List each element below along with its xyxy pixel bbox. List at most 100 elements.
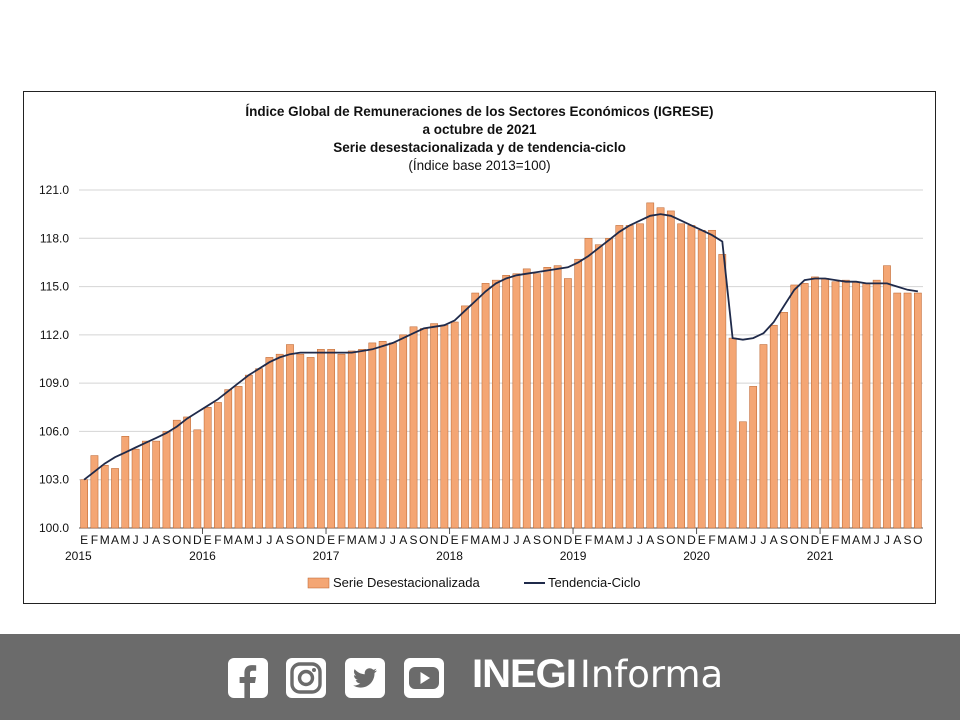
legend-label-line: Tendencia-Ciclo (548, 575, 641, 590)
month-tick-label: F (708, 533, 715, 547)
month-tick-label: S (904, 533, 912, 547)
data-bar (203, 407, 212, 529)
month-tick-label: J (760, 533, 766, 547)
month-tick-label: M (470, 533, 480, 547)
data-bar (594, 244, 603, 529)
data-bar (831, 281, 840, 529)
data-bar (625, 225, 634, 529)
month-tick-label: E (204, 533, 212, 547)
month-tick-label: A (276, 533, 284, 547)
twitter-icon[interactable] (345, 658, 385, 698)
data-bar (893, 292, 902, 529)
month-tick-label: A (235, 533, 243, 547)
data-bar (512, 273, 521, 529)
data-bar (358, 349, 366, 529)
year-label: 2017 (313, 549, 340, 563)
data-bar (430, 323, 438, 529)
data-bar (903, 292, 912, 529)
month-tick-label: J (513, 533, 519, 547)
month-tick-label: S (780, 533, 788, 547)
month-tick-label: J (750, 533, 756, 547)
data-bar (286, 344, 294, 529)
y-tick-label: 103.0 (39, 473, 69, 487)
month-tick-label: F (461, 533, 468, 547)
data-bar (883, 265, 891, 529)
data-bar (214, 402, 222, 529)
month-tick-label: S (657, 533, 665, 547)
month-tick-label: J (627, 533, 633, 547)
inegi-informa-logo[interactable]: INEGI Informa (472, 652, 723, 702)
month-tick-label: J (503, 533, 509, 547)
data-bar (471, 292, 480, 529)
month-tick-label: A (729, 533, 737, 547)
data-bar (872, 279, 881, 529)
data-bar (172, 419, 181, 529)
chart-title-line-3: Serie desestacionalizada y de tendencia-… (333, 140, 626, 155)
data-bar (821, 278, 830, 529)
month-tick-label: A (358, 533, 366, 547)
month-tick-label: S (286, 533, 294, 547)
data-bar (193, 429, 202, 529)
month-tick-label: A (399, 533, 407, 547)
month-tick-label: S (533, 533, 541, 547)
chart-title-line-4: (Índice base 2013=100) (408, 158, 551, 173)
month-tick-label: F (91, 533, 98, 547)
data-bar (244, 374, 253, 529)
month-tick-label: M (738, 533, 748, 547)
facebook-icon[interactable] (228, 658, 268, 698)
data-bar (615, 225, 624, 529)
data-bar (605, 238, 613, 529)
month-tick-label: E (574, 533, 582, 547)
data-bar (728, 337, 737, 529)
data-bar (275, 353, 284, 529)
data-bar (327, 349, 336, 529)
data-bar (317, 349, 325, 529)
month-tick-label: J (884, 533, 890, 547)
data-bar (409, 326, 418, 529)
month-tick-label: M (100, 533, 110, 547)
data-bar (749, 386, 758, 529)
data-bar (574, 258, 583, 529)
data-bar (152, 440, 161, 529)
month-tick-label: E (451, 533, 459, 547)
legend-swatch-bars (307, 577, 330, 589)
month-tick-label: M (491, 533, 501, 547)
data-bar (255, 368, 263, 529)
year-label: 2020 (683, 549, 710, 563)
month-tick-label: A (523, 533, 531, 547)
chart-title-line-1: Índice Global de Remuneraciones de los S… (245, 104, 714, 119)
data-bar (543, 267, 552, 529)
month-tick-label: M (594, 533, 604, 547)
month-tick-label: E (327, 533, 335, 547)
month-tick-label: D (564, 533, 573, 547)
data-bar (162, 431, 171, 529)
month-tick-label: N (553, 533, 562, 547)
year-label: 2015 (65, 549, 92, 563)
data-bar (80, 479, 88, 529)
month-tick-label: M (841, 533, 851, 547)
data-bar (265, 357, 274, 529)
brand-informa-text: Informa (579, 653, 724, 696)
data-bar (708, 229, 716, 529)
month-tick-label: N (800, 533, 809, 547)
y-tick-label: 115.0 (40, 280, 69, 294)
data-bar (564, 278, 572, 529)
data-bar (419, 328, 428, 529)
month-tick-label: M (614, 533, 624, 547)
youtube-icon[interactable] (404, 658, 444, 698)
month-tick-label: A (605, 533, 613, 547)
month-tick-label: J (390, 533, 396, 547)
data-bar (389, 342, 397, 529)
month-tick-label: O (666, 533, 675, 547)
data-bar (131, 448, 140, 529)
month-tick-label: J (637, 533, 643, 547)
month-tick-label: J (133, 533, 139, 547)
y-tick-label: 100.0 (39, 521, 69, 535)
y-tick-label: 112.0 (40, 328, 69, 342)
y-tick-label: 118.0 (40, 231, 69, 245)
month-tick-label: E (80, 533, 88, 547)
month-tick-label: O (419, 533, 428, 547)
data-bar (234, 386, 243, 529)
instagram-icon[interactable] (286, 658, 326, 698)
month-tick-label: D (440, 533, 449, 547)
